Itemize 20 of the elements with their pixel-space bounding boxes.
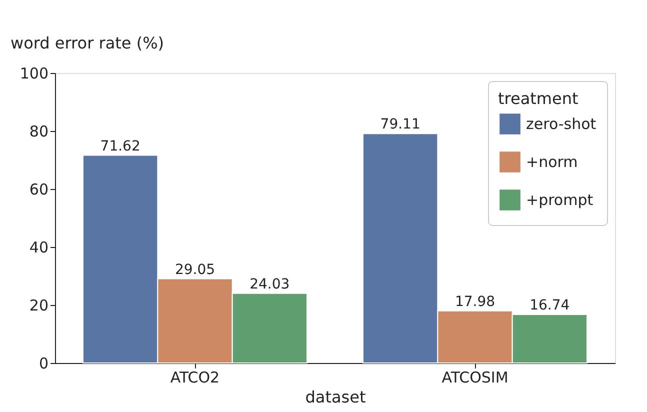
legend-label: +norm (526, 153, 578, 171)
data-label: 29.05 (174, 262, 216, 278)
y-tick-label: 0 (38, 354, 48, 372)
y-axis-title: word error rate (%) (10, 34, 164, 52)
legend-title: treatment (498, 89, 578, 108)
y-tick-label: 100 (20, 64, 48, 82)
data-label: 17.98 (454, 294, 496, 310)
y-tick-label: 20 (29, 296, 48, 314)
x-tick-label: ATCOSIM (442, 368, 508, 386)
legend-label: zero-shot (526, 115, 596, 133)
data-label: 79.11 (380, 116, 420, 133)
x-tick-label: ATCO2 (170, 368, 220, 386)
legend-label: +prompt (526, 191, 594, 209)
data-label: 71.62 (100, 138, 140, 154)
data-label: 24.03 (250, 276, 290, 292)
y-tick-label: 80 (29, 122, 48, 140)
x-axis-title: dataset (305, 388, 366, 406)
y-tick-label: 40 (29, 238, 48, 256)
data-label: 16.74 (530, 297, 570, 314)
y-tick-label: 60 (29, 180, 48, 198)
